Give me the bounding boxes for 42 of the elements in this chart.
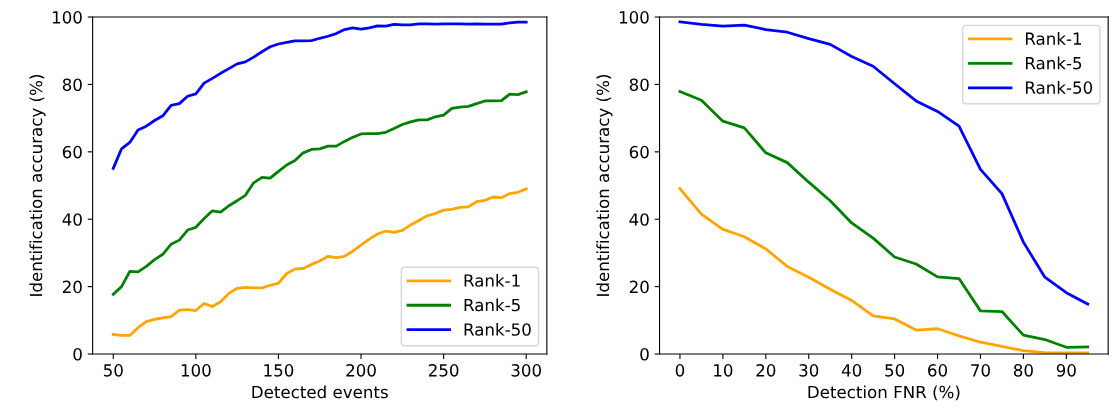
x-tick-label: 150 (264, 364, 294, 377)
x-tick-label: 10 (714, 364, 733, 377)
y-tick-label: 80 (62, 78, 82, 92)
y-tick-label: 100 (52, 11, 82, 24)
line-series (111, 20, 528, 170)
y-tick-label: 60 (62, 145, 82, 159)
x-tick-label: 80 (1013, 364, 1033, 377)
x-tick-label: 60 (928, 364, 948, 377)
legend-label: Rank-5 (1025, 56, 1082, 70)
x-tick-label: 300 (511, 364, 541, 377)
y-tick-label: 40 (629, 213, 649, 226)
y-tick-label: 100 (619, 11, 649, 24)
y-axis-title: Identification accuracy (%) (29, 75, 46, 296)
x-tick-label: 200 (346, 364, 376, 377)
x-tick-label: 0 (675, 364, 685, 377)
x-tick-label: 20 (756, 364, 776, 377)
y-tick-label: 20 (62, 280, 82, 294)
x-tick-label: 30 (799, 364, 819, 377)
legend-label: Rank-50 (1025, 80, 1093, 94)
legend-label: Rank-50 (464, 322, 531, 336)
line-series (678, 20, 1090, 306)
legend-label: Rank-5 (464, 298, 520, 312)
y-tick-label: 0 (640, 347, 649, 361)
y-tick-label: 0 (73, 347, 82, 361)
x-tick-label: 90 (1056, 364, 1076, 377)
x-tick-label: 50 (885, 364, 905, 377)
x-tick-label: 250 (428, 364, 459, 377)
y-axis-title: Identification accuracy (%) (596, 75, 613, 296)
line-series (111, 90, 528, 296)
x-axis-title: Detection FNR (%) (808, 385, 960, 401)
x-tick-label: 100 (181, 364, 211, 377)
y-tick-label: 80 (629, 78, 649, 92)
line-series (678, 187, 1090, 355)
x-tick-label: 50 (103, 364, 123, 377)
y-tick-label: 60 (629, 145, 649, 159)
y-tick-label: 40 (62, 213, 82, 226)
legend-label: Rank-1 (464, 273, 520, 287)
x-axis-title: Detected events (252, 385, 388, 399)
legend-label: Rank-1 (1025, 32, 1082, 45)
y-tick-label: 20 (629, 280, 649, 294)
x-tick-label: 70 (971, 364, 990, 377)
x-tick-label: 40 (841, 364, 862, 377)
